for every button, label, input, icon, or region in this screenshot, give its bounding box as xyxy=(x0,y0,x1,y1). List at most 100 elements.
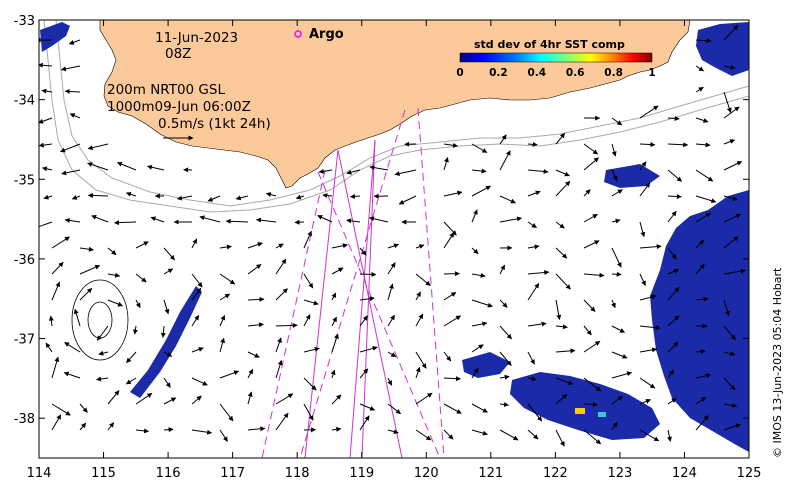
current-arrow xyxy=(163,247,175,261)
current-arrow xyxy=(639,273,646,287)
current-arrow xyxy=(275,412,289,431)
current-arrow xyxy=(723,268,746,275)
current-arrow xyxy=(87,143,109,151)
current-arrow xyxy=(359,271,377,277)
current-arrow xyxy=(247,296,265,302)
current-arrow xyxy=(191,377,208,386)
current-arrow xyxy=(723,213,742,223)
current-arrow xyxy=(611,351,628,359)
current-arrow xyxy=(331,316,337,327)
current-arrow xyxy=(695,415,709,431)
current-arrow xyxy=(303,314,311,327)
current-arrow xyxy=(387,403,401,415)
current-arrow xyxy=(499,264,506,275)
current-arrow xyxy=(639,294,657,301)
current-arrow xyxy=(135,241,149,249)
current-arrow xyxy=(116,161,137,171)
x-tick-label: 120 xyxy=(414,466,439,481)
current-arrow xyxy=(723,423,741,431)
current-arrow xyxy=(443,315,462,327)
current-arrow xyxy=(527,168,549,174)
current-arrow xyxy=(275,337,282,353)
current-arrow xyxy=(471,344,484,353)
current-arrow xyxy=(163,397,177,405)
current-arrow xyxy=(71,195,81,200)
current-arrow xyxy=(471,185,492,197)
current-arrow xyxy=(723,91,732,113)
current-arrow xyxy=(191,314,200,327)
colorbar-tick-label: 0 xyxy=(456,67,463,79)
current-arrow xyxy=(555,299,562,320)
current-arrow xyxy=(318,168,333,174)
current-arrow xyxy=(695,263,705,275)
current-arrow xyxy=(723,377,736,391)
y-tick-label: -34 xyxy=(14,94,35,109)
current-arrow xyxy=(125,191,137,197)
current-arrow xyxy=(177,195,193,201)
current-arrow xyxy=(295,194,305,200)
current-arrow xyxy=(499,325,512,340)
current-arrow xyxy=(191,429,213,435)
current-arrow xyxy=(639,347,658,353)
current-arrow xyxy=(723,195,738,201)
current-arrow xyxy=(359,403,376,411)
current-arrow xyxy=(639,142,656,148)
current-arrow xyxy=(695,169,714,182)
current-arrow xyxy=(235,195,249,201)
current-arrow xyxy=(555,429,565,447)
current-arrow xyxy=(555,132,566,145)
current-arrow xyxy=(147,164,165,171)
current-arrow xyxy=(96,376,109,382)
current-arrow xyxy=(667,142,689,148)
current-arrow xyxy=(527,403,543,422)
current-arrow xyxy=(611,189,623,197)
current-arrow xyxy=(39,117,53,124)
sst-patch-south xyxy=(510,372,660,440)
current-arrow xyxy=(667,369,675,379)
x-tick-label: 125 xyxy=(737,466,762,481)
current-arrow xyxy=(583,402,598,408)
argo-marker-icon xyxy=(294,30,302,38)
current-arrow xyxy=(415,244,425,249)
current-arrow xyxy=(69,113,81,119)
current-arrow xyxy=(219,370,240,379)
current-arrow xyxy=(611,421,618,431)
y-tick-label: -37 xyxy=(14,333,35,348)
current-arrow xyxy=(415,429,432,441)
x-axis: 114 115 116 117 118 119 120 121 122 123 124 125 xyxy=(27,20,762,481)
credit-text: © IMOS 13-Jun-2023 05:04 Hobart xyxy=(771,267,784,458)
current-arrow xyxy=(611,271,622,277)
current-arrow xyxy=(499,429,519,441)
current-arrow xyxy=(219,293,231,301)
current-arrow xyxy=(219,337,226,353)
current-arrow xyxy=(247,263,262,275)
current-arrow xyxy=(583,377,602,392)
current-arrow xyxy=(583,325,592,336)
current-arrow xyxy=(611,169,618,182)
current-arrow xyxy=(98,350,109,356)
current-arrow xyxy=(611,325,625,333)
current-arrow xyxy=(695,396,707,405)
current-arrow xyxy=(163,377,171,388)
current-arrow xyxy=(555,324,568,330)
current-arrow xyxy=(415,313,424,327)
current-arrow xyxy=(387,314,395,327)
current-arrow xyxy=(199,215,221,223)
current-arrow xyxy=(723,236,739,249)
current-arrow xyxy=(163,299,170,315)
current-arrow xyxy=(443,291,457,301)
current-arrow xyxy=(695,65,705,72)
current-arrow xyxy=(64,341,81,353)
current-arrow xyxy=(359,315,368,327)
current-arrow xyxy=(387,377,393,386)
current-arrow xyxy=(331,292,337,301)
current-arrow xyxy=(667,341,679,353)
current-arrow xyxy=(247,426,266,432)
current-arrow xyxy=(527,351,535,365)
current-arrow xyxy=(41,166,53,172)
current-arrow xyxy=(107,272,121,278)
current-arrow xyxy=(667,193,682,199)
current-arrow xyxy=(527,141,538,147)
current-arrow xyxy=(64,88,81,94)
